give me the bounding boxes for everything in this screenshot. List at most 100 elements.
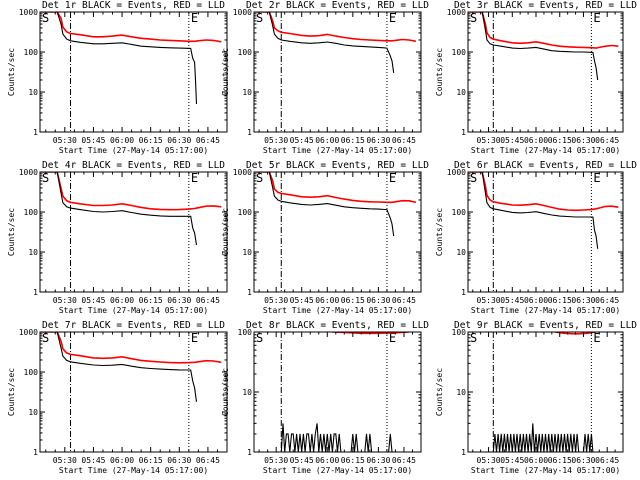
chart-title: Det 2r BLACK = Events, RED = LLD bbox=[246, 0, 429, 11]
marker-label-e: E bbox=[593, 11, 600, 25]
x-tick-label: 06:15 bbox=[139, 136, 163, 145]
marker-label-s: S bbox=[42, 171, 49, 185]
y-tick-label: 1000 bbox=[19, 8, 38, 17]
marker-label-s: S bbox=[256, 331, 263, 345]
marker-label-s: S bbox=[470, 11, 477, 25]
series-line-events bbox=[40, 332, 198, 402]
x-tick-label: 05:45 bbox=[290, 456, 314, 465]
series-line-events bbox=[40, 12, 198, 105]
x-tick-label: 05:45 bbox=[500, 136, 524, 145]
x-axis-label: Start Time (27-May-14 05:17:00) bbox=[263, 306, 412, 315]
x-axis-label: Start Time (27-May-14 05:17:00) bbox=[471, 306, 620, 315]
x-tick-label: 05:30 bbox=[264, 296, 288, 305]
x-tick-label: 06:30 bbox=[167, 456, 191, 465]
x-tick-label: 06:45 bbox=[595, 456, 619, 465]
x-tick-label: 06:45 bbox=[392, 296, 416, 305]
x-tick-label: 06:15 bbox=[139, 456, 163, 465]
x-axis-label: Start Time (27-May-14 05:17:00) bbox=[59, 146, 208, 155]
y-tick-label: 1 bbox=[461, 288, 466, 297]
x-tick-label: 05:45 bbox=[81, 456, 105, 465]
x-tick-label: 06:45 bbox=[196, 456, 220, 465]
x-axis-label: Start Time (27-May-14 05:17:00) bbox=[59, 306, 208, 315]
x-tick-label: 06:00 bbox=[524, 136, 548, 145]
chart-title: Det 1r BLACK = Events, RED = LLD bbox=[42, 0, 225, 11]
marker-label-e: E bbox=[389, 11, 396, 25]
series-line-lld bbox=[468, 172, 619, 212]
x-tick-label: 06:00 bbox=[315, 136, 339, 145]
y-tick-label: 1000 bbox=[19, 168, 38, 177]
x-tick-label: 06:15 bbox=[548, 456, 572, 465]
plot-frame bbox=[39, 331, 228, 453]
y-tick-label: 1000 bbox=[447, 168, 466, 177]
y-tick-label: 10 bbox=[456, 248, 466, 257]
x-tick-label: 06:00 bbox=[524, 456, 548, 465]
marker-label-e: E bbox=[191, 11, 198, 25]
chart-title: Det 7r BLACK = Events, RED = LLD bbox=[42, 320, 225, 331]
y-axis-label: Counts/sec bbox=[221, 208, 230, 256]
x-tick-label: 06:30 bbox=[366, 456, 390, 465]
x-tick-label: 06:30 bbox=[366, 296, 390, 305]
x-tick-label: 06:00 bbox=[110, 456, 134, 465]
chart-title: Det 4r BLACK = Events, RED = LLD bbox=[42, 160, 225, 171]
plot-frame bbox=[467, 171, 624, 293]
y-tick-label: 100 bbox=[452, 48, 467, 57]
plot-frame bbox=[467, 11, 624, 133]
x-tick-label: 06:30 bbox=[366, 136, 390, 145]
series-line-lld bbox=[254, 12, 417, 43]
x-tick-label: 05:30 bbox=[53, 296, 77, 305]
marker-label-e: E bbox=[593, 171, 600, 185]
x-tick-label: 05:30 bbox=[264, 456, 288, 465]
marker-label-e: E bbox=[389, 171, 396, 185]
x-tick-label: 06:00 bbox=[315, 456, 339, 465]
series-line-lld bbox=[254, 172, 417, 204]
y-tick-label: 1 bbox=[247, 448, 252, 457]
y-tick-label: 100 bbox=[24, 48, 39, 57]
y-tick-label: 10 bbox=[456, 88, 466, 97]
x-tick-label: 06:15 bbox=[548, 296, 572, 305]
marker-label-e: E bbox=[389, 331, 396, 345]
x-tick-label: 06:30 bbox=[571, 456, 595, 465]
y-tick-label: 1 bbox=[247, 128, 252, 137]
plot-frame bbox=[253, 171, 422, 293]
x-axis-label: Start Time (27-May-14 05:17:00) bbox=[59, 466, 208, 475]
y-tick-label: 100 bbox=[452, 328, 467, 337]
x-tick-label: 05:30 bbox=[477, 456, 501, 465]
x-tick-label: 06:45 bbox=[196, 136, 220, 145]
chart-title: Det 8r BLACK = Events, RED = LLD bbox=[246, 320, 429, 331]
y-axis-label: Counts/sec bbox=[435, 208, 444, 256]
x-tick-label: 06:45 bbox=[392, 136, 416, 145]
x-tick-label: 05:30 bbox=[53, 456, 77, 465]
x-tick-label: 05:45 bbox=[81, 136, 105, 145]
y-axis-label: Counts/sec bbox=[7, 48, 16, 96]
y-tick-label: 1 bbox=[247, 288, 252, 297]
x-tick-label: 06:00 bbox=[524, 296, 548, 305]
y-tick-label: 1 bbox=[33, 288, 38, 297]
y-tick-label: 1000 bbox=[447, 8, 466, 17]
y-tick-label: 10 bbox=[242, 388, 252, 397]
x-tick-label: 06:15 bbox=[139, 296, 163, 305]
series-line-events bbox=[254, 12, 395, 73]
marker-label-e: E bbox=[593, 331, 600, 345]
x-tick-label: 06:15 bbox=[341, 136, 365, 145]
x-tick-label: 06:45 bbox=[196, 296, 220, 305]
chart-title: Det 5r BLACK = Events, RED = LLD bbox=[246, 160, 429, 171]
y-tick-label: 10 bbox=[28, 248, 38, 257]
x-tick-label: 06:45 bbox=[392, 456, 416, 465]
y-tick-label: 100 bbox=[452, 208, 467, 217]
y-tick-label: 10 bbox=[456, 388, 466, 397]
marker-label-s: S bbox=[256, 11, 263, 25]
y-tick-label: 10 bbox=[28, 408, 38, 417]
marker-label-s: S bbox=[42, 11, 49, 25]
x-tick-label: 05:45 bbox=[500, 456, 524, 465]
y-axis-label: Counts/sec bbox=[435, 48, 444, 96]
x-axis-label: Start Time (27-May-14 05:17:00) bbox=[471, 466, 620, 475]
x-tick-label: 06:30 bbox=[571, 296, 595, 305]
series-line-events bbox=[280, 423, 393, 452]
y-tick-label: 10 bbox=[242, 88, 252, 97]
series-line-events bbox=[254, 172, 395, 237]
